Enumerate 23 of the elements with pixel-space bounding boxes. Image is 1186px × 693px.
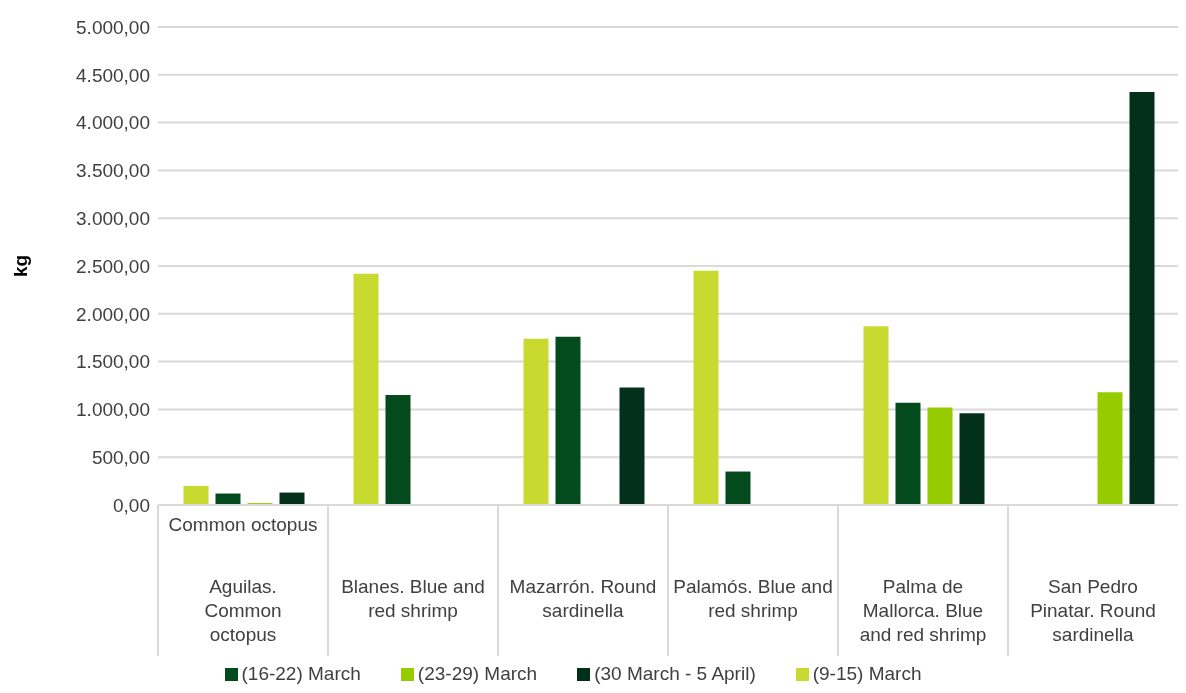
y-tick-label: 3.500,00	[76, 160, 150, 182]
x-tick-label: Palamós. Blue and red shrimp	[673, 576, 833, 621]
legend-label: (9-15) March	[812, 663, 922, 684]
y-tick-label: 2.500,00	[76, 255, 150, 277]
legend-label: (16-22) March	[241, 663, 361, 684]
x-tick-label: Palma de Mallorca. Blue and red shrimp	[859, 576, 987, 645]
y-axis-title: kg	[9, 254, 31, 278]
x-tick-label: Blanes. Blue and red shrimp	[341, 576, 485, 621]
y-tick-label: 1.500,00	[76, 351, 150, 373]
y-tick-label: 500,00	[91, 446, 150, 468]
x-tick-label: San Pedro Pinatar. Round sardinella	[1030, 576, 1156, 645]
y-tick-label: 4.500,00	[76, 64, 150, 86]
y-tick-label: 1.000,00	[76, 399, 150, 421]
y-tick-label: 0,00	[113, 494, 150, 516]
legend-label: (30 March - 5 April)	[594, 663, 756, 684]
y-tick-label: 5.000,00	[76, 16, 150, 38]
y-tick-label: 4.000,00	[76, 112, 150, 134]
y-tick-label: 2.000,00	[76, 303, 150, 325]
x-tick-label: Aguilas. Common octopus	[204, 576, 282, 645]
legend-label: (23-29) March	[417, 663, 538, 684]
text: Common octopus	[168, 514, 318, 535]
y-tick-label: 3.000,00	[76, 207, 150, 229]
x-tick-label: Mazarrón. Round sardinella	[509, 576, 657, 621]
